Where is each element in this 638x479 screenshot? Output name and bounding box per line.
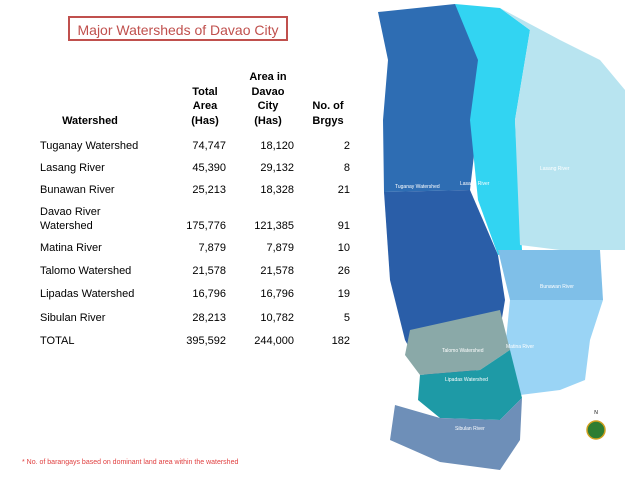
table-cell: 26 xyxy=(337,265,350,277)
table-cell: 21 xyxy=(337,184,350,196)
region xyxy=(505,300,603,395)
table-cell: Matina River xyxy=(40,242,102,254)
table-cell: 25,213 xyxy=(192,184,226,196)
table-cell: 21,578 xyxy=(260,265,294,277)
table-cell: 74,747 xyxy=(192,140,226,152)
header-cell: (Has) xyxy=(254,114,282,127)
table-cell: 18,328 xyxy=(260,184,294,196)
table-cell: 19 xyxy=(337,288,350,300)
map-label: Matina River xyxy=(506,344,534,350)
map-label: Talomo Watershed xyxy=(442,348,484,354)
table-cell: Davao River Watershed xyxy=(40,206,101,232)
table-cell: 175,776 xyxy=(186,220,226,232)
table-cell: 28,213 xyxy=(192,312,226,324)
table-cell: 395,592 xyxy=(186,335,226,347)
region xyxy=(405,310,510,375)
table-cell: 10,782 xyxy=(260,312,294,324)
footnote: * No. of barangays based on dominant lan… xyxy=(22,459,239,466)
region xyxy=(498,250,603,300)
header-cell: No. of xyxy=(312,100,344,112)
table-cell: 21,578 xyxy=(192,265,226,277)
table-cell: 8 xyxy=(343,162,350,174)
table-cell: 244,000 xyxy=(254,335,294,347)
header-cell: Davao xyxy=(251,85,285,98)
table-cell: Sibulan River xyxy=(40,312,106,324)
table-cell: 10 xyxy=(337,242,350,254)
region xyxy=(378,4,490,192)
header-cell: Area in xyxy=(249,71,287,83)
table-cell: Talomo Watershed xyxy=(40,265,132,277)
table-cell: 18,120 xyxy=(260,140,294,152)
table-cell: 5 xyxy=(343,312,350,324)
table-cell: 29,132 xyxy=(260,162,294,174)
table-cell: 7,879 xyxy=(266,242,294,254)
header-cell: Watershed xyxy=(62,114,118,127)
region xyxy=(500,8,625,250)
title: Major Watersheds of Davao City xyxy=(68,16,288,41)
table-cell: 45,390 xyxy=(192,162,226,174)
map-label: Bunawan River xyxy=(540,284,574,290)
header-cell: (Has) xyxy=(191,114,219,127)
table-cell: Tuganay Watershed xyxy=(40,140,139,152)
compass-label: N xyxy=(594,410,598,416)
map-label: Lasang River xyxy=(540,166,570,172)
table-cell: Bunawan River xyxy=(40,184,115,196)
header-cell: Area xyxy=(192,100,218,112)
table-cell: 7,879 xyxy=(198,242,226,254)
header-cell: Total xyxy=(192,85,218,98)
region xyxy=(455,4,530,255)
table-cell: 121,385 xyxy=(254,220,294,232)
table-cell: 2 xyxy=(343,140,350,152)
region xyxy=(390,398,522,470)
header-cell: Brgys xyxy=(312,114,344,127)
table-cell: 16,796 xyxy=(260,288,294,300)
map-label: Lasang River xyxy=(460,181,490,187)
map-label: Sibulan River xyxy=(455,426,485,432)
table-cell: TOTAL xyxy=(40,335,75,347)
table-cell: 16,796 xyxy=(192,288,226,300)
compass xyxy=(586,420,606,440)
table-cell: 182 xyxy=(331,335,350,347)
header-cell: City xyxy=(257,100,279,112)
table-cell: 91 xyxy=(337,220,350,232)
table-cell: Lasang River xyxy=(40,162,105,174)
map-label: Lipadas Watershed xyxy=(445,377,488,383)
map-label: Tuganay Watershed xyxy=(395,184,440,190)
table-cell: Lipadas Watershed xyxy=(40,288,135,300)
region xyxy=(418,350,522,420)
